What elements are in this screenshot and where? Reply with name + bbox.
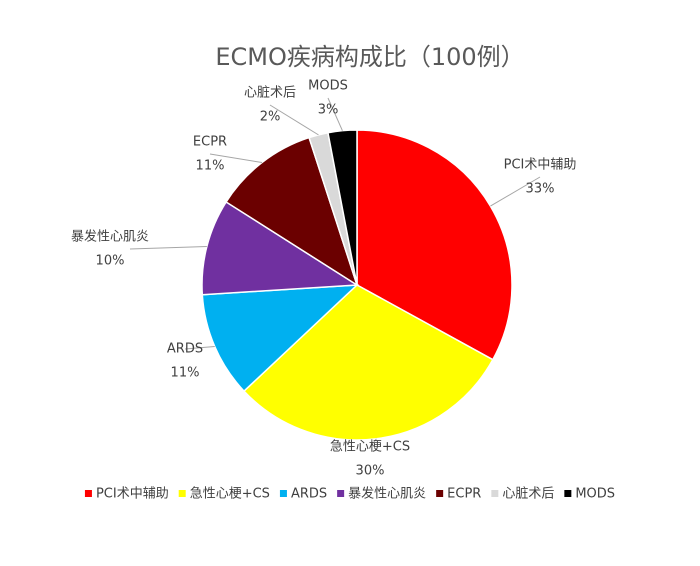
- data-label-name: 心脏术后: [244, 86, 296, 101]
- data-label-value: 3%: [318, 103, 339, 118]
- legend-swatch: [279, 490, 287, 497]
- legend-swatch: [436, 490, 444, 497]
- leader-line: [269, 104, 319, 136]
- legend-label: PCI术中辅助: [96, 487, 169, 502]
- data-label-value: 33%: [526, 182, 555, 197]
- legend-label: 心脏术后: [502, 487, 554, 502]
- leader-line: [129, 245, 207, 250]
- data-label-value: 30%: [356, 464, 385, 479]
- legend-swatch: [564, 490, 572, 497]
- legend-label: ECPR: [447, 487, 481, 502]
- data-label-name: ECPR: [193, 135, 227, 150]
- pie-slice: [356, 129, 513, 361]
- data-label-name: 暴发性心肌炎: [71, 229, 149, 245]
- legend-label: ARDS: [291, 487, 327, 502]
- leader-line: [327, 97, 343, 131]
- legend-swatch: [337, 490, 345, 497]
- chart-title: ECMO疾病构成比（100例）: [215, 43, 524, 71]
- leader-line: [184, 346, 215, 350]
- leader-line: [490, 176, 541, 207]
- leader-line: [369, 438, 377, 448]
- data-label-name: ARDS: [167, 342, 203, 357]
- data-label-name: PCI术中辅助: [504, 158, 577, 173]
- legend-label: 急性心梗+CS: [190, 487, 270, 502]
- legend-swatch: [84, 490, 92, 497]
- leader-line: [209, 153, 263, 164]
- pie-slice: [225, 136, 359, 287]
- pie-slice: [201, 284, 360, 393]
- data-label-value: 11%: [196, 159, 225, 174]
- data-label-name: 急性心梗+CS: [330, 440, 410, 455]
- data-label-value: 11%: [171, 366, 200, 381]
- data-label-value: 2%: [260, 110, 281, 125]
- data-label-value: 10%: [96, 254, 125, 269]
- legend-label: MODS: [575, 487, 615, 502]
- legend-swatch: [491, 490, 499, 497]
- pie-slice: [242, 284, 494, 441]
- legend-swatch: [178, 490, 186, 497]
- legend-label: 暴发性心肌炎: [348, 486, 426, 502]
- data-label-name: MODS: [308, 79, 348, 94]
